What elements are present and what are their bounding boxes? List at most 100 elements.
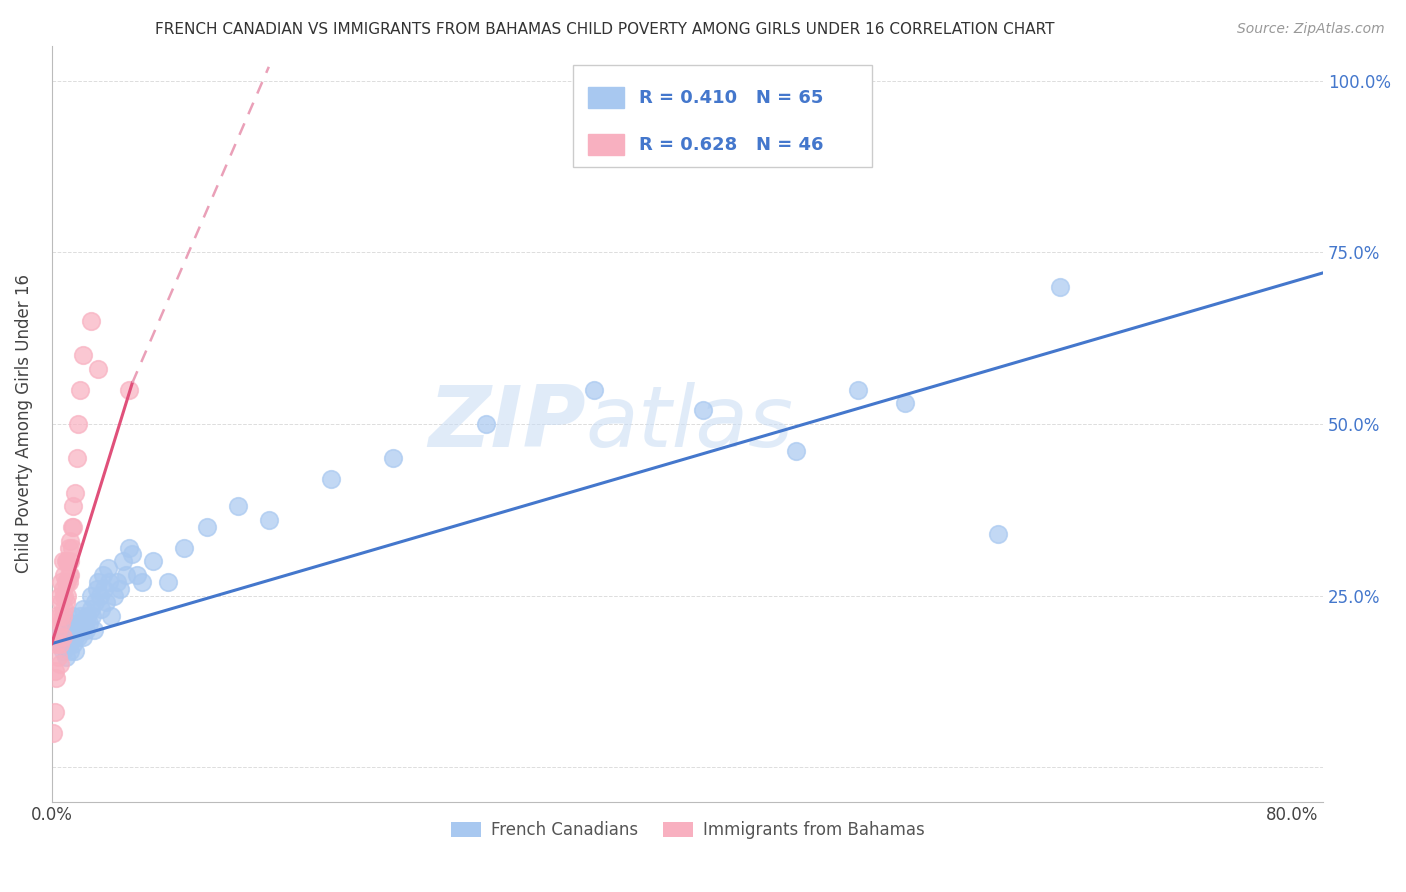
Point bbox=[65, 623, 87, 637]
Point bbox=[56, 589, 79, 603]
Point bbox=[108, 582, 131, 596]
Point bbox=[83, 623, 105, 637]
Point bbox=[53, 589, 76, 603]
Point bbox=[121, 547, 143, 561]
Point bbox=[79, 602, 101, 616]
Point bbox=[80, 609, 103, 624]
Point bbox=[58, 574, 80, 589]
Point bbox=[49, 574, 72, 589]
Point bbox=[42, 726, 65, 740]
Point bbox=[59, 568, 82, 582]
Point bbox=[49, 615, 72, 630]
Point bbox=[62, 609, 84, 624]
Text: Source: ZipAtlas.com: Source: ZipAtlas.com bbox=[1237, 22, 1385, 37]
Point bbox=[56, 554, 79, 568]
Point bbox=[986, 526, 1008, 541]
Point bbox=[105, 574, 128, 589]
Point bbox=[75, 623, 97, 637]
Point bbox=[52, 554, 75, 568]
Point bbox=[55, 554, 77, 568]
Point bbox=[60, 520, 83, 534]
Point bbox=[55, 595, 77, 609]
Point bbox=[46, 630, 69, 644]
Point bbox=[100, 609, 122, 624]
Point bbox=[79, 314, 101, 328]
Point bbox=[87, 574, 110, 589]
Point bbox=[77, 615, 100, 630]
Point bbox=[785, 444, 807, 458]
Point bbox=[84, 595, 107, 609]
Point bbox=[846, 383, 869, 397]
Point bbox=[79, 589, 101, 603]
Point bbox=[72, 602, 94, 616]
Point bbox=[48, 657, 70, 672]
Point bbox=[94, 595, 117, 609]
Point bbox=[112, 554, 135, 568]
Point bbox=[62, 520, 84, 534]
Point bbox=[52, 643, 75, 657]
Point bbox=[44, 706, 66, 720]
Point bbox=[226, 500, 249, 514]
Point bbox=[63, 485, 86, 500]
Text: atlas: atlas bbox=[586, 383, 794, 466]
Text: R = 0.410   N = 65: R = 0.410 N = 65 bbox=[640, 88, 824, 107]
Point bbox=[49, 637, 72, 651]
Point bbox=[58, 541, 80, 555]
Point bbox=[141, 554, 163, 568]
Point bbox=[1049, 279, 1071, 293]
FancyBboxPatch shape bbox=[588, 134, 624, 155]
Point bbox=[58, 637, 80, 651]
Point bbox=[131, 574, 153, 589]
Point bbox=[53, 602, 76, 616]
Point bbox=[257, 513, 280, 527]
FancyBboxPatch shape bbox=[588, 87, 624, 108]
Point bbox=[692, 403, 714, 417]
Point bbox=[67, 615, 90, 630]
FancyBboxPatch shape bbox=[574, 65, 872, 167]
Point bbox=[63, 630, 86, 644]
Point bbox=[49, 595, 72, 609]
Point bbox=[98, 574, 121, 589]
Point bbox=[118, 541, 141, 555]
Point bbox=[90, 602, 112, 616]
Point bbox=[55, 574, 77, 589]
Point bbox=[56, 574, 79, 589]
Point bbox=[45, 671, 67, 685]
Point bbox=[62, 637, 84, 651]
Point bbox=[157, 574, 180, 589]
Point bbox=[62, 500, 84, 514]
Point bbox=[55, 650, 77, 665]
Point bbox=[60, 541, 83, 555]
Point bbox=[63, 643, 86, 657]
Y-axis label: Child Poverty Among Girls Under 16: Child Poverty Among Girls Under 16 bbox=[15, 275, 32, 574]
Point bbox=[381, 451, 404, 466]
Point bbox=[65, 451, 87, 466]
Point bbox=[52, 609, 75, 624]
Point bbox=[115, 568, 138, 582]
Point bbox=[73, 615, 96, 630]
Point bbox=[87, 362, 110, 376]
Point bbox=[58, 568, 80, 582]
Point bbox=[173, 541, 195, 555]
Point bbox=[45, 609, 67, 624]
Point bbox=[72, 348, 94, 362]
Point bbox=[59, 533, 82, 548]
Point bbox=[72, 630, 94, 644]
Point bbox=[195, 520, 218, 534]
Point bbox=[52, 630, 75, 644]
Text: FRENCH CANADIAN VS IMMIGRANTS FROM BAHAMAS CHILD POVERTY AMONG GIRLS UNDER 16 CO: FRENCH CANADIAN VS IMMIGRANTS FROM BAHAM… bbox=[155, 22, 1054, 37]
Point bbox=[893, 396, 915, 410]
Point bbox=[53, 568, 76, 582]
Point bbox=[52, 582, 75, 596]
Point bbox=[93, 582, 115, 596]
Point bbox=[46, 623, 69, 637]
Point bbox=[45, 637, 67, 651]
Point bbox=[67, 630, 90, 644]
Point bbox=[48, 637, 70, 651]
Point bbox=[118, 383, 141, 397]
Point bbox=[48, 609, 70, 624]
Point bbox=[53, 623, 76, 637]
Point bbox=[67, 417, 90, 431]
Point bbox=[103, 589, 125, 603]
Point bbox=[125, 568, 148, 582]
